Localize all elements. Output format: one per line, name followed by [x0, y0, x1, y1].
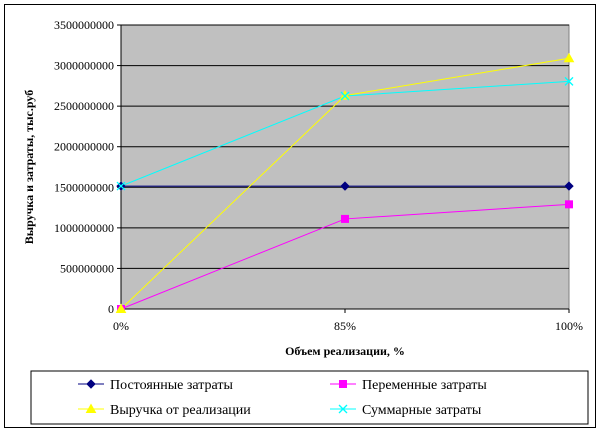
y-tick-label: 3000000000 [54, 59, 114, 73]
y-tick-label: 2500000000 [54, 99, 114, 113]
y-tick-label: 1500000000 [54, 180, 114, 194]
legend-swatch-marker [338, 404, 348, 414]
legend: Постоянные затраты Переменные затраты Выру… [78, 378, 487, 418]
legend-label: Переменные затраты [362, 378, 487, 393]
legend-swatch-marker [85, 403, 97, 413]
y-tick-label: 0 [108, 302, 114, 316]
gridlines [121, 24, 569, 269]
data-point [564, 181, 574, 191]
legend-label: Постоянные затраты [110, 378, 234, 393]
data-point [340, 181, 350, 191]
legend-swatch-marker [86, 379, 96, 389]
data-point [564, 76, 574, 86]
legend-item: Суммарные затраты [330, 403, 482, 418]
x-axis-title: Объем реализации, % [285, 344, 405, 358]
y-tick-label: 500000000 [60, 261, 114, 275]
legend-item: Постоянные затраты [78, 378, 234, 393]
y-tick-label: 2000000000 [54, 140, 114, 154]
x-tick-label: 100% [555, 319, 583, 333]
y-axis: 0 500000000 1000000000 1500000000 2000000000… [54, 18, 122, 316]
x-tick-label: 0% [113, 319, 129, 333]
data-point [341, 214, 349, 223]
plot-area [120, 24, 570, 310]
legend-label: Выручка от реализации [110, 403, 251, 418]
legend-box [30, 370, 589, 425]
data-point [565, 200, 573, 209]
data-point [116, 181, 126, 191]
data-point [340, 91, 350, 101]
y-tick-label: 1000000000 [54, 221, 114, 235]
y-tick-label: 3500000000 [54, 18, 114, 32]
data-point [115, 303, 127, 313]
legend-item: Выручка от реализации [78, 403, 251, 418]
x-axis: 0% 85% 100% [113, 308, 583, 333]
legend-label: Суммарные затраты [362, 403, 482, 418]
x-tick-label: 85% [334, 319, 356, 333]
data-point [563, 52, 575, 63]
y-axis-title: Выручка и затраты, тыс.руб [22, 90, 36, 244]
legend-item: Переменные затраты [330, 378, 487, 393]
series-markers [115, 52, 575, 313]
legend-swatch-marker [339, 380, 347, 388]
